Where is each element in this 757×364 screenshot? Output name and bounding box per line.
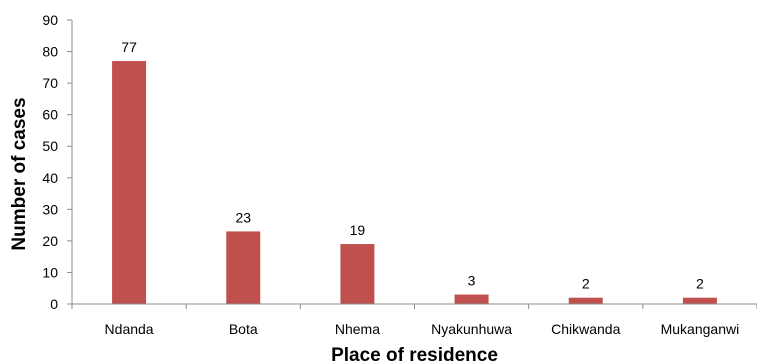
bar-value-label: 23 bbox=[235, 209, 251, 225]
y-tick-label: 60 bbox=[42, 107, 58, 123]
y-tick-label: 90 bbox=[42, 12, 58, 28]
bar bbox=[568, 297, 603, 304]
bar-value-label: 2 bbox=[582, 276, 590, 292]
bar bbox=[340, 244, 375, 304]
x-tick-label: Ndanda bbox=[105, 321, 154, 337]
y-tick-label: 80 bbox=[42, 44, 58, 60]
x-tick-label: Nyakunhuwa bbox=[431, 321, 512, 337]
y-tick-label: 50 bbox=[42, 138, 58, 154]
bar-value-label: 2 bbox=[696, 276, 704, 292]
x-tick-label: Nhema bbox=[335, 321, 380, 337]
y-tick-label: 10 bbox=[42, 264, 58, 280]
bar bbox=[112, 61, 147, 305]
x-axis-ticks: Ndanda Bota Nhema Nyakunhuwa Chikwanda Mukang… bbox=[71, 304, 757, 337]
y-tick-label: 30 bbox=[42, 201, 58, 217]
x-tick-label: Chikwanda bbox=[551, 321, 620, 337]
x-tick-label: Bota bbox=[229, 321, 258, 337]
y-axis-ticks: 0 10 20 30 40 50 60 70 80 90 bbox=[42, 12, 72, 312]
bar-value-label: 3 bbox=[468, 273, 476, 289]
bars bbox=[112, 61, 717, 305]
bar-value-label: 19 bbox=[350, 222, 366, 238]
y-tick-label: 20 bbox=[42, 233, 58, 249]
y-axis-title: Number of cases bbox=[9, 97, 30, 250]
y-tick-label: 70 bbox=[42, 75, 58, 91]
bar bbox=[454, 294, 489, 304]
x-tick-label: Mukanganwi bbox=[661, 321, 740, 337]
x-axis-title: Place of residence bbox=[331, 345, 498, 364]
data-labels: 77 23 19 3 2 2 bbox=[121, 39, 704, 292]
y-tick-label: 40 bbox=[42, 170, 58, 186]
bar bbox=[226, 231, 261, 304]
bar-value-label: 77 bbox=[121, 39, 137, 55]
y-tick-label: 0 bbox=[50, 296, 58, 312]
bar bbox=[682, 297, 717, 304]
